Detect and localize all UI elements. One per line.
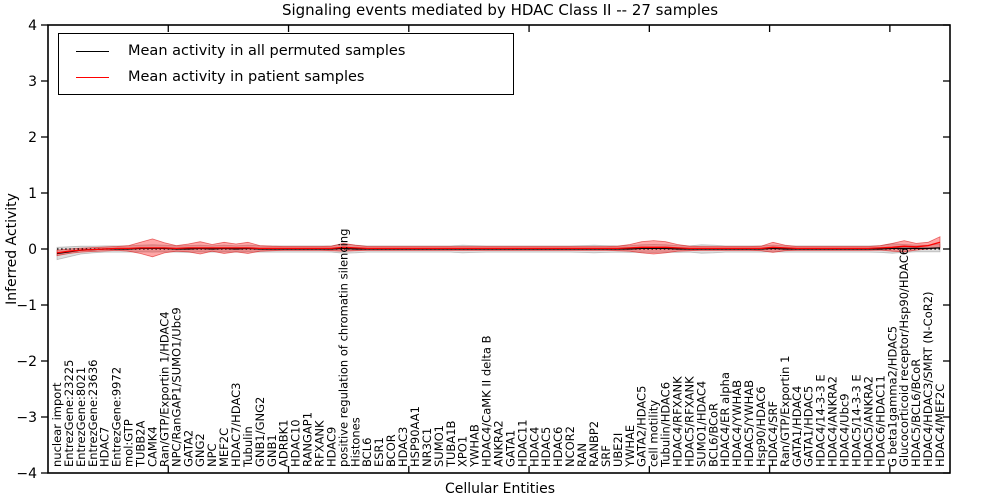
category-label: TUBB2A [134, 420, 148, 468]
category-label: GNB1/GNG2 [253, 397, 267, 467]
y-tick-label: −3 [16, 410, 37, 426]
category-label: GATA1 [503, 430, 517, 467]
category-label: HDAC4/YWHAB [730, 380, 744, 467]
category-label: Glucocorticoid receptor/Hsp90/HDAC6 [897, 248, 911, 467]
permuted-line-swatch [76, 50, 109, 52]
legend-item-permuted: Mean activity in all permuted samples [59, 38, 513, 64]
category-label: EntrezGene:9972 [110, 367, 124, 467]
violin-band-1 [56, 236, 941, 258]
category-label: UBE2I [611, 433, 625, 467]
category-label: SUMO1 [432, 425, 446, 467]
category-label: HDAC6/HDAC11 [873, 375, 887, 467]
category-label: HDAC5/14-3-3 E [849, 374, 863, 467]
y-tick-label: 0 [28, 242, 37, 258]
category-label: NPC [205, 443, 219, 467]
category-label: HSP90AA1 [408, 406, 422, 467]
category-label: SUMO1/HDAC4 [694, 381, 708, 467]
category-label: GATA1/HDAC5 [802, 386, 816, 467]
category-label: MEF2C [217, 428, 231, 467]
category-label: HDAC4/14-3-3 E [814, 374, 828, 467]
category-label: HDAC7 [98, 427, 112, 467]
category-label: GATA1/HDAC4 [790, 386, 804, 467]
y-tick-label: 2 [28, 130, 37, 146]
chart-title: Signaling events mediated by HDAC Class … [281, 1, 719, 19]
x-axis-label: Cellular Entities [444, 481, 556, 497]
legend-label-permuted: Mean activity in all permuted samples [128, 43, 406, 59]
legend-label-patient: Mean activity in patient samples [128, 69, 365, 85]
category-label: HDAC3 [396, 427, 410, 467]
category-label: HDAC4/SRF [766, 401, 780, 467]
category-label: SRF [599, 445, 613, 467]
category-label: mol:GTP [122, 419, 136, 467]
category-label: BCL6 [360, 438, 374, 467]
category-label: HDAC4/ANKRA2 [826, 376, 840, 467]
category-label: HDAC6 [551, 427, 565, 467]
category-label: RFXANK [313, 420, 327, 467]
category-label: EntrezGene:8021 [74, 367, 88, 467]
category-label: NPC/RanGAP1/SUMO1/Ubc9 [169, 307, 183, 467]
category-label: GATA2 [181, 430, 195, 467]
category-label: BCOR [384, 434, 398, 467]
category-label: Tubulin/HDAC6 [659, 382, 673, 468]
category-label: ADRBK1 [277, 420, 291, 467]
category-label: NR3C1 [420, 428, 434, 467]
category-label: HDAC11 [515, 419, 529, 467]
category-label: HDAC5/ANKRA2 [861, 376, 875, 467]
category-label: HDAC5/YWHAB [742, 380, 756, 467]
y-tick-label: −4 [16, 466, 37, 482]
category-label: HDAC4/Ubc9 [838, 393, 852, 467]
category-label: Tubulin [241, 426, 255, 468]
category-label: HDAC4/ER alpha [718, 372, 732, 467]
category-label: GNG2 [193, 433, 207, 467]
category-label: XPO1 [456, 436, 470, 467]
category-label: ESR1 [372, 437, 386, 467]
mean-line-1 [56, 241, 941, 254]
legend: Mean activity in all permuted samples Me… [58, 33, 514, 95]
patient-line-swatch [76, 76, 109, 78]
y-tick-label: 1 [28, 186, 37, 202]
category-label: EntrezGene:23225 [62, 360, 76, 467]
category-label: RAN [575, 443, 589, 467]
category-label: ANKRA2 [492, 420, 506, 467]
legend-item-patient: Mean activity in patient samples [59, 64, 513, 90]
category-label: HDAC10 [289, 419, 303, 467]
category-label: HDAC7/HDAC3 [229, 383, 243, 468]
category-label: GNB1 [265, 434, 279, 467]
category-label: HDAC5/BCL6/BCoR [909, 359, 923, 467]
category-label: TUBA1B [444, 420, 458, 468]
category-label: HDAC4 [527, 427, 541, 467]
y-tick-label: 4 [28, 18, 37, 34]
category-label: HDAC9 [324, 427, 338, 467]
category-label: cell motility [647, 400, 661, 467]
category-label: Ran/GTP/Exportin 1/HDAC4 [157, 311, 171, 467]
category-label: YWHAB [468, 424, 482, 468]
category-label: positive regulation of chromatin silenci… [336, 229, 350, 467]
category-label: BCL6/BCoR [706, 403, 720, 467]
y-tick-label: 3 [28, 74, 37, 90]
category-label: nuclear import [50, 382, 64, 467]
category-label: HDAC5 [539, 427, 553, 467]
category-label: HDAC4/HDAC3/SMRT (N-CoR2) [921, 291, 935, 467]
category-label: EntrezGene:23636 [86, 360, 100, 467]
category-label: HDAC4/MEF2C [933, 384, 947, 467]
category-label: HDAC4/CaMK II delta B [480, 335, 494, 467]
category-label: Histones [348, 417, 362, 467]
category-label: Hsp90/HDAC6 [754, 386, 768, 467]
category-label: Ran/GTP/Exportin 1 [778, 356, 792, 467]
category-label: HDAC5/RFXANK [682, 376, 696, 467]
category-label: NCOR2 [563, 426, 577, 467]
category-label: YWHAE [623, 425, 637, 468]
category-label: G beta1gamma2/HDAC5 [885, 326, 899, 467]
category-label: RANGAP1 [301, 412, 315, 467]
category-label: RANBP2 [587, 421, 601, 467]
y-tick-label: −2 [16, 354, 37, 370]
category-label: GATA2/HDAC5 [635, 386, 649, 467]
y-tick-label: −1 [16, 298, 37, 314]
category-label: HDAC4/RFXANK [670, 376, 684, 467]
category-label: CAMK4 [145, 426, 159, 467]
